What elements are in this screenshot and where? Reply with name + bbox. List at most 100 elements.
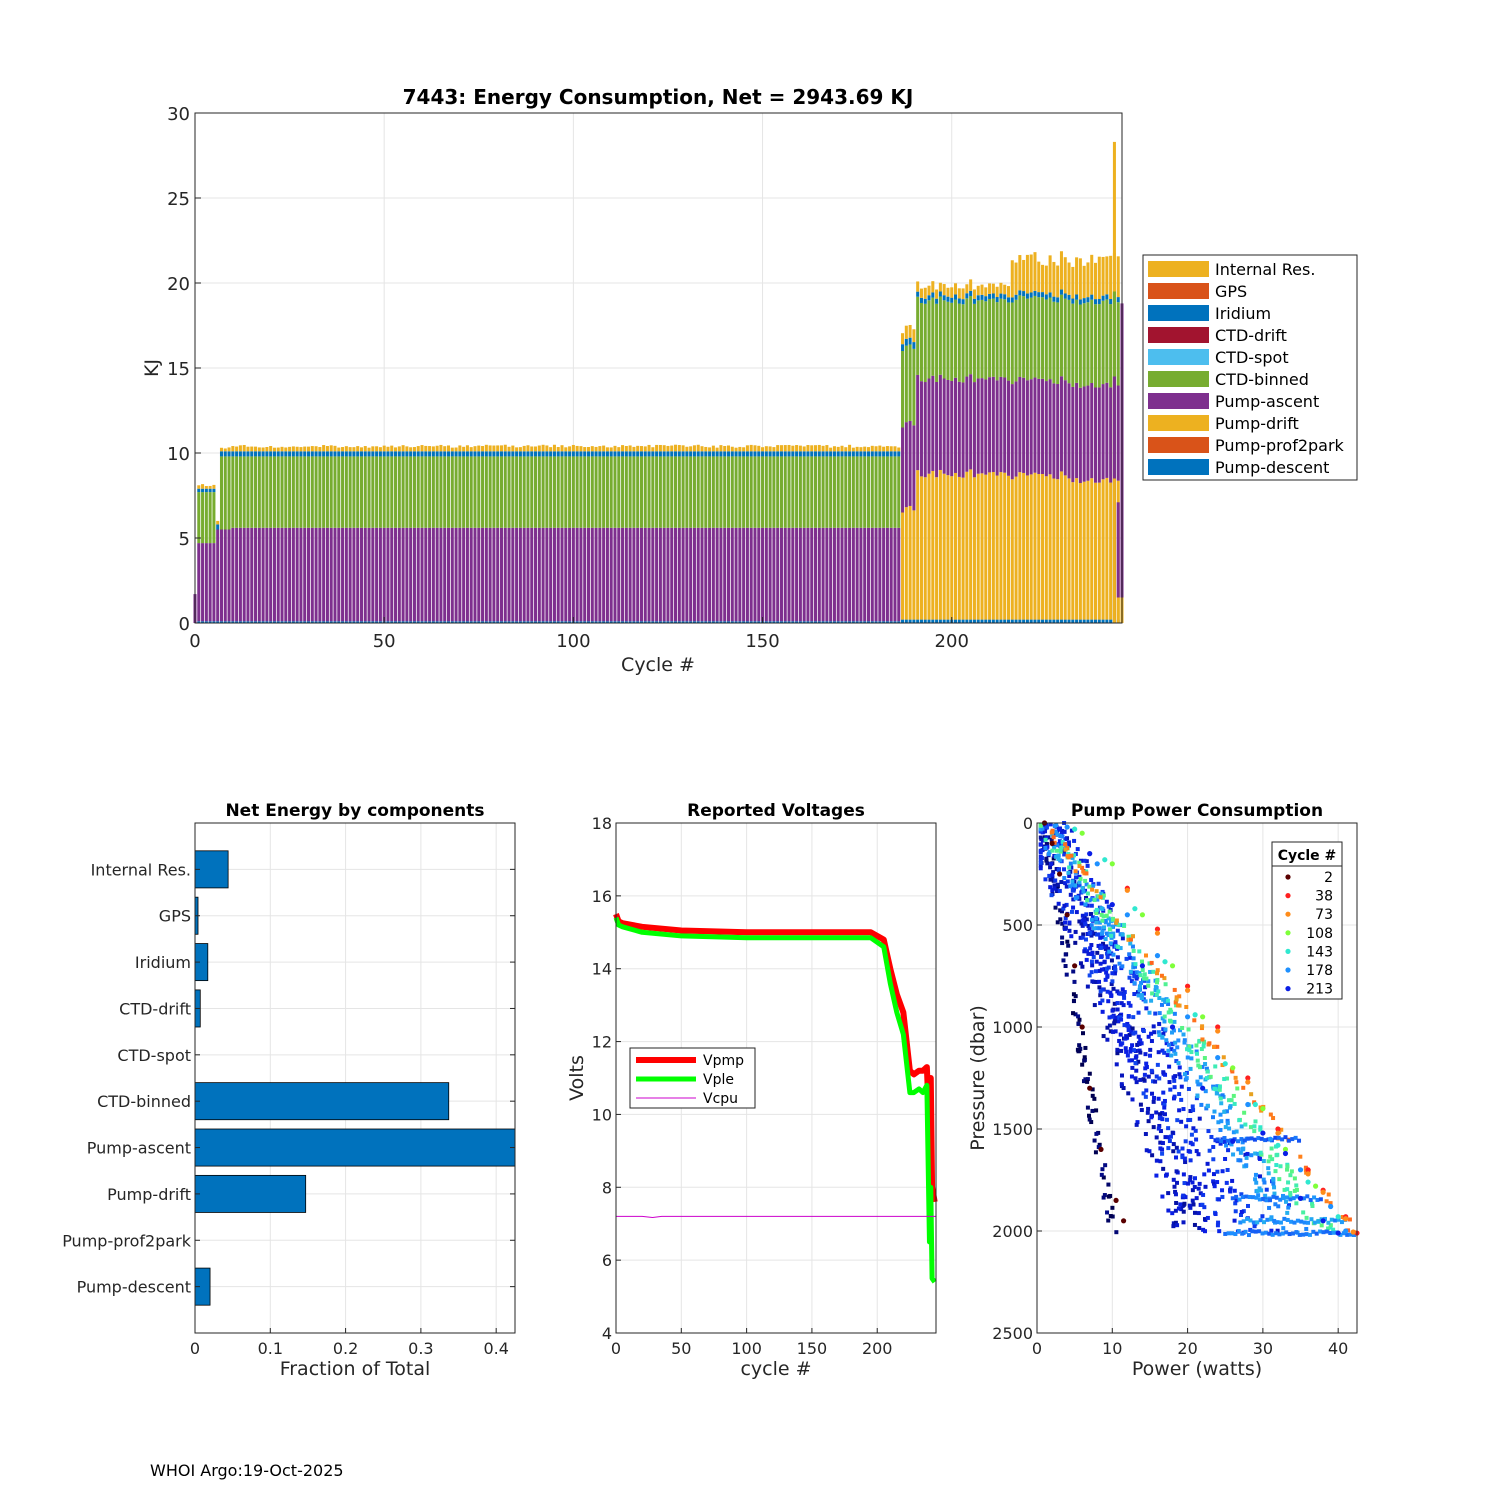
pump-point [1073, 869, 1078, 874]
energy-bar-segment [583, 527, 587, 622]
energy-legend-label: CTD-spot [1215, 348, 1289, 367]
pump-point [1257, 1156, 1262, 1161]
energy-bar-segment [250, 527, 254, 622]
energy-bar-segment [832, 621, 836, 623]
pump-series-point [1184, 1014, 1191, 1020]
energy-bar-segment [734, 451, 738, 457]
energy-bar-segment [405, 446, 409, 452]
pump-point [1143, 1052, 1148, 1057]
energy-bar-segment [749, 451, 753, 457]
pump-point [1140, 967, 1145, 972]
energy-bar-122 [655, 444, 659, 623]
energy-bar-162 [806, 445, 810, 623]
energy-bar-segment [817, 456, 821, 528]
pump-point [1195, 1094, 1200, 1099]
energy-bar-segment [250, 451, 254, 457]
pump-point [1122, 922, 1127, 927]
pump-point [1038, 835, 1043, 840]
pump-point [1294, 1183, 1299, 1188]
pump-point [1196, 1063, 1201, 1068]
energy-bar-segment [719, 527, 723, 622]
energy-bar-segment [923, 298, 927, 304]
energy-bar-segment [745, 456, 749, 528]
pump-point [1160, 1034, 1165, 1039]
pump-point [1151, 1125, 1156, 1130]
energy-bar-211 [991, 283, 995, 623]
energy-bar-segment [840, 456, 844, 528]
pump-point [1295, 1218, 1300, 1223]
pump-point [1285, 1167, 1290, 1172]
energy-bar-segment [518, 527, 522, 622]
pump-point [1299, 1219, 1304, 1224]
energy-bar-segment [284, 447, 288, 452]
energy-bar-segment [965, 619, 969, 623]
energy-bar-segment [893, 456, 897, 528]
energy-bar-segment [412, 447, 416, 452]
pump-point [1135, 1042, 1140, 1047]
energy-bar-segment [310, 451, 314, 457]
pump-series-point [1072, 963, 1078, 969]
energy-bar-segment [1094, 262, 1098, 300]
energy-bar-segment [552, 456, 556, 528]
pump-point [1087, 973, 1092, 978]
energy-bar-segment [261, 527, 265, 622]
pump-point [1044, 825, 1049, 830]
energy-bar-segment [624, 456, 628, 528]
energy-bar-segment [1082, 386, 1086, 482]
energy-bar-segment [219, 451, 223, 457]
energy-bar-segment [1056, 302, 1060, 385]
energy-bar-segment [927, 285, 931, 296]
pump-point [1136, 993, 1141, 998]
energy-bar-segment [1090, 619, 1094, 623]
energy-bar-7 [219, 447, 223, 623]
energy-bar-segment [299, 456, 303, 528]
energy-bar-segment [473, 451, 477, 457]
pump-point [1339, 1220, 1344, 1225]
energy-bar-segment [552, 621, 556, 623]
energy-bar-104 [586, 446, 591, 623]
pump-point [1207, 1148, 1212, 1153]
pump-point [1291, 1231, 1295, 1236]
pump-point [1175, 1045, 1180, 1050]
pump-point [1281, 1196, 1286, 1201]
energy-bar-71 [462, 446, 466, 623]
energy-bar-209 [984, 287, 988, 623]
energy-bar-segment [416, 446, 420, 452]
energy-bar-segment [201, 492, 205, 544]
energy-bar-segment [863, 456, 867, 528]
pump-point [1081, 932, 1086, 937]
energy-bar-segment [715, 456, 719, 528]
pump-point [1253, 1177, 1258, 1182]
energy-bar-segment [991, 283, 995, 294]
pump-legend-marker [1285, 967, 1291, 973]
pump-point [1062, 829, 1067, 834]
energy-bar-242 [1109, 255, 1113, 623]
energy-bar-segment [897, 456, 901, 528]
energy-bar-120 [647, 444, 651, 623]
energy-bar-segment [481, 621, 485, 623]
pump-point [1170, 1130, 1175, 1135]
pump-point [1118, 1042, 1123, 1047]
energy-bar-195 [931, 281, 935, 623]
pump-point [1087, 1117, 1092, 1122]
energy-bar-segment [976, 619, 980, 623]
pump-point [1147, 1010, 1152, 1015]
pump-point [1055, 832, 1060, 837]
pump-point [1105, 951, 1110, 956]
pump-point [1163, 1072, 1168, 1077]
energy-bar-142 [730, 446, 734, 623]
pump-point [1155, 968, 1160, 973]
energy-bar-segment [1006, 286, 1011, 298]
pump-point [1100, 1167, 1105, 1172]
energy-bar-segment [651, 456, 655, 528]
energy-bar-180 [874, 446, 878, 623]
pump-point [1206, 1129, 1211, 1134]
energy-bar-segment [1010, 384, 1014, 480]
energy-bar-segment [1059, 619, 1063, 623]
voltages-legend-item: Vcpu [636, 1091, 738, 1107]
pump-point [1133, 1076, 1138, 1081]
energy-bar-segment [515, 447, 519, 452]
pump-point [1137, 1041, 1142, 1046]
energy-bar-185 [893, 446, 897, 623]
pump-point [1222, 1139, 1227, 1144]
